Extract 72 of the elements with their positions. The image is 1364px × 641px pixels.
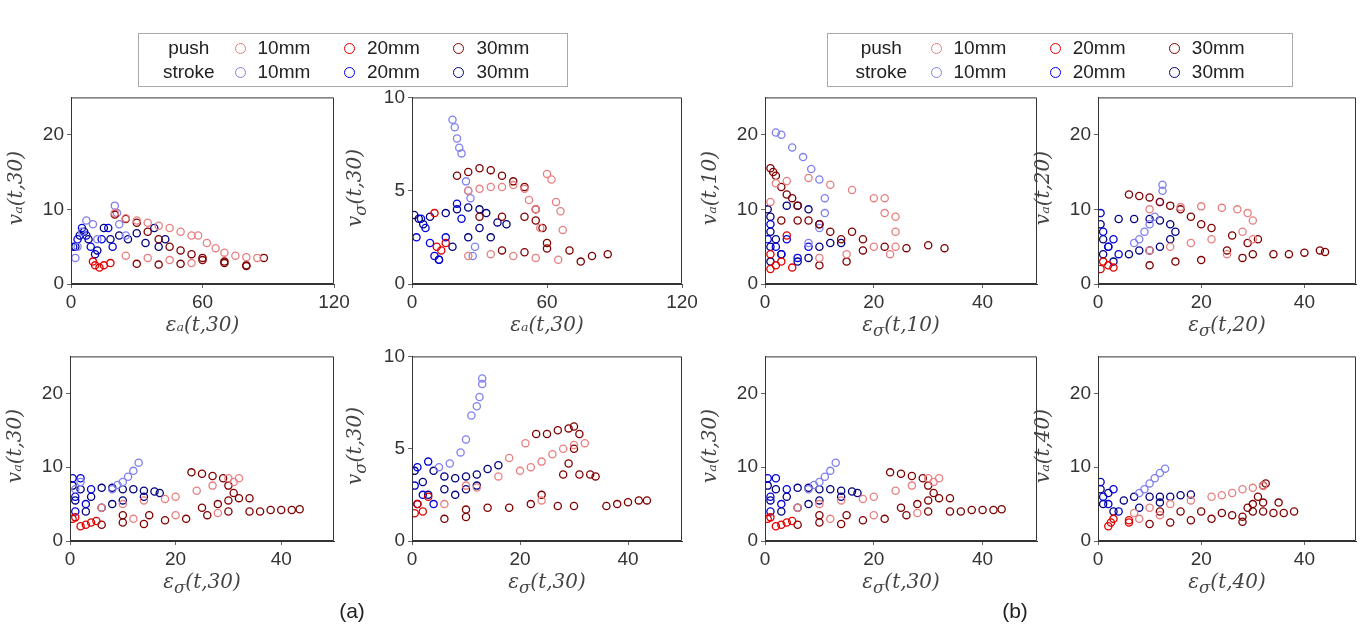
y-tick-label: 20 [42, 122, 64, 144]
y-tick-label: 10 [383, 85, 405, 107]
y-tick-label: 0 [747, 272, 758, 294]
y-tick-label: 5 [394, 436, 405, 458]
text: (b) [1002, 599, 1028, 623]
y-tick-label: 20 [736, 122, 758, 144]
x-tick-label: 120 [666, 290, 698, 312]
y-tick-label: 10 [736, 455, 758, 477]
y-tick-label: 10 [1069, 455, 1091, 477]
x-tick-label: 40 [270, 547, 292, 569]
x-tick-label: 20 [165, 547, 187, 569]
x-tick-label: 40 [972, 547, 994, 569]
y-tick-label: 20 [1069, 381, 1091, 403]
x-tick-label: 20 [863, 547, 885, 569]
legend-label: 10mm [953, 61, 1007, 82]
y-tick-label: 0 [394, 272, 405, 294]
legend-label: 30mm [476, 37, 530, 58]
y-axis-title: vₐ(t,10) [697, 150, 721, 225]
y-tick-label: 5 [394, 178, 405, 200]
y-tick-label: 10 [1069, 197, 1091, 219]
y-tick-label: 10 [41, 455, 63, 477]
x-tick-label: 40 [972, 290, 994, 312]
legend-label: 20mm [366, 37, 420, 58]
x-axis-title: ε$_{σ}$(t,40) [1188, 569, 1266, 597]
x-tick-label: 20 [1190, 547, 1212, 569]
text: (a) [339, 599, 365, 623]
y-axis-title: vₐ(t,30) [697, 408, 721, 483]
x-tick-label: 40 [617, 547, 639, 569]
y-tick-label: 20 [41, 381, 63, 403]
x-axis-title: ε$_{σ}$(t,30) [163, 569, 241, 597]
legend-label: 20mm [366, 61, 420, 82]
legend-label: 10mm [953, 37, 1007, 58]
legend-label: 10mm [257, 61, 311, 82]
y-axis-title: vₐ(t,20) [1030, 150, 1054, 225]
x-axis-title: ε$_{σ}$(t,10) [862, 312, 940, 340]
x-tick-label: 20 [863, 290, 885, 312]
x-axis-title: ε$_{σ}$(t,20) [1188, 312, 1266, 340]
y-tick-label: 0 [1080, 272, 1091, 294]
text: push [859, 36, 903, 60]
x-tick-label: 60 [191, 290, 214, 312]
x-tick-label: 20 [509, 547, 531, 569]
y-tick-label: 0 [53, 272, 64, 294]
x-axis-title: εₐ(t,30) [510, 312, 584, 336]
y-tick-label: 20 [736, 381, 758, 403]
x-tick-label: 20 [1190, 290, 1212, 312]
y-tick-label: 0 [1080, 529, 1091, 551]
y-tick-label: 20 [1069, 122, 1091, 144]
y-tick-label: 10 [42, 197, 64, 219]
x-axis-title: ε$_{σ}$(t,30) [508, 569, 586, 597]
y-tick-label: 0 [394, 529, 405, 551]
x-tick-label: 120 [318, 290, 350, 312]
x-axis-title: ε$_{σ}$(t,30) [862, 569, 940, 597]
y-tick-label: 0 [747, 529, 758, 551]
y-axis-title: vₐ(t,40) [1030, 408, 1054, 483]
y-axis-title: vₐ(t,30) [2, 408, 26, 483]
y-tick-label: 10 [736, 197, 758, 219]
y-tick-label: 0 [52, 529, 63, 551]
legend-label: 20mm [1072, 37, 1126, 58]
legend-label: 30mm [1191, 37, 1245, 58]
x-tick-label: 40 [1293, 547, 1315, 569]
text: stroke [161, 60, 216, 84]
text: stroke [854, 60, 909, 84]
x-axis-title: εₐ(t,30) [165, 312, 240, 336]
y-tick-label: 10 [383, 344, 405, 366]
y-axis-title: vₐ(t,30) [3, 150, 27, 225]
x-tick-label: 40 [1293, 290, 1315, 312]
legend-label: 10mm [257, 37, 311, 58]
legend-label: 30mm [476, 61, 530, 82]
legend-label: 20mm [1072, 61, 1126, 82]
x-tick-label: 60 [536, 290, 558, 312]
legend-label: 30mm [1191, 61, 1245, 82]
text: push [167, 36, 211, 60]
